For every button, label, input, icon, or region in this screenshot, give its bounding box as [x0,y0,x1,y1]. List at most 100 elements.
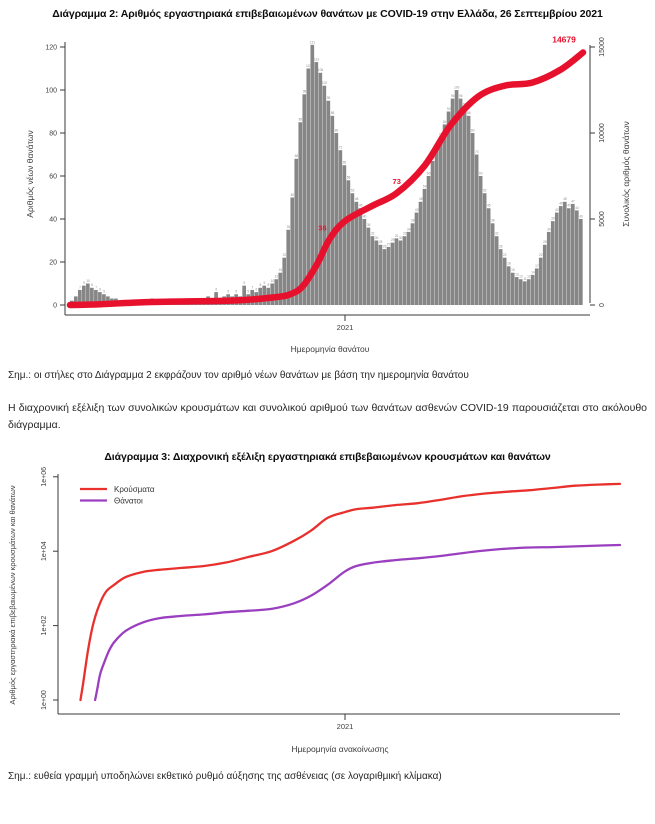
svg-text:30: 30 [375,236,379,240]
svg-text:121: 121 [310,40,316,44]
svg-text:45: 45 [359,204,363,208]
svg-text:120: 120 [45,45,57,52]
svg-text:12: 12 [275,275,279,279]
y-axis-left: 0 20 40 60 80 100 120 [45,45,65,310]
svg-text:47: 47 [571,199,575,203]
svg-text:12: 12 [519,275,523,279]
note-chart3: Σημ.: ευθεία γραμμή υποδηλώνει εκθετικό … [8,771,442,782]
cumulative-deaths-line [66,49,587,309]
svg-text:10000: 10000 [599,123,606,143]
svg-text:58: 58 [347,176,351,180]
svg-text:80: 80 [335,128,339,132]
svg-text:43: 43 [555,208,559,212]
svg-text:40: 40 [363,214,367,218]
svg-text:17: 17 [535,264,539,268]
svg-text:8: 8 [260,283,262,287]
svg-text:60: 60 [427,171,431,175]
svg-text:100: 100 [45,88,57,95]
svg-text:1e+04: 1e+04 [41,541,48,561]
svg-text:90: 90 [447,107,451,111]
x-axis-title: Ημερομηνία ανακοίνωσης [291,744,388,754]
svg-text:70: 70 [475,150,479,154]
svg-text:32: 32 [371,232,375,236]
svg-text:95: 95 [327,96,331,100]
x-axis: 2021 Ημερομηνία ανακοίνωσης [291,714,389,754]
svg-text:88: 88 [331,111,335,115]
svg-text:0: 0 [599,303,606,307]
cases-line [79,482,622,702]
svg-text:15: 15 [279,268,283,272]
chart2-title: Διάγραμμα 2: Αριθμός εργαστηριακά επιβεβ… [52,8,603,20]
svg-text:10: 10 [86,279,90,283]
svg-text:26: 26 [383,245,387,249]
svg-text:1e+06: 1e+06 [41,467,48,487]
svg-text:96: 96 [459,94,463,98]
svg-text:20: 20 [49,260,57,267]
svg-text:96: 96 [451,94,455,98]
svg-text:22: 22 [283,253,287,257]
svg-text:43: 43 [415,208,419,212]
svg-text:9: 9 [264,281,266,285]
svg-text:7: 7 [79,285,81,289]
svg-text:32: 32 [495,232,499,236]
chart-deaths-histogram: 0 20 40 60 80 100 120 Αριθμός νέων θανάτων 0 5000… [25,34,631,354]
svg-text:5000: 5000 [599,211,606,227]
svg-text:28: 28 [543,240,547,244]
x-axis: 2021 Ημερομηνία θανάτου [291,315,370,354]
chart-cumulative-log: 1e+00 1e+02 1e+04 1e+06 Αριθμός εργαστηριακά… [8,467,622,754]
svg-text:65: 65 [343,161,347,165]
body-paragraph: Η διαχρονική εξέλιξη των συνολικών κρουσ… [8,402,647,431]
total-deaths-annotation: 14679 [552,34,576,44]
svg-text:11: 11 [523,277,527,281]
svg-text:50: 50 [291,193,295,197]
note-chart2: Σημ.: οι στήλες στο Διάγραμμα 2 εκφράζου… [8,370,469,381]
svg-text:14: 14 [531,270,535,274]
svg-text:6: 6 [215,288,217,292]
svg-text:29: 29 [391,238,395,242]
y-axis: 1e+00 1e+02 1e+04 1e+06 [41,467,58,710]
milestone-annotation: 36 [318,224,326,233]
svg-text:30: 30 [399,236,403,240]
svg-text:8: 8 [91,283,93,287]
svg-text:54: 54 [423,184,427,188]
legend: Κρούσματα Θάνατοι [80,485,155,505]
svg-text:45: 45 [487,204,491,208]
svg-text:9: 9 [83,281,85,285]
svg-text:15000: 15000 [599,37,606,57]
x-axis-title: Ημερομηνία θανάτου [291,344,370,354]
svg-text:22: 22 [539,253,543,257]
svg-text:48: 48 [419,197,423,201]
legend-label: Κρούσματα [114,485,155,494]
svg-text:39: 39 [551,217,555,221]
y-axis-left-title: Αριθμός νέων θανάτων [25,130,35,217]
svg-text:40: 40 [49,217,57,224]
svg-text:48: 48 [355,197,359,201]
legend-label: Θάνατοι [114,496,143,505]
svg-text:38: 38 [411,219,415,223]
svg-text:7: 7 [95,285,97,289]
svg-text:80: 80 [471,128,475,132]
svg-text:102: 102 [322,81,328,85]
svg-text:10: 10 [271,279,275,283]
svg-text:28: 28 [379,240,383,244]
svg-text:34: 34 [407,227,411,231]
svg-text:48: 48 [563,197,567,201]
chart3-title: Διάγραμμα 3: Διαχρονική εξέλιξη εργαστηρ… [104,451,551,463]
svg-text:9: 9 [243,281,245,285]
svg-text:1e+00: 1e+00 [41,690,48,710]
svg-text:44: 44 [575,206,579,210]
svg-text:98: 98 [303,90,307,94]
svg-text:72: 72 [339,146,343,150]
svg-text:5: 5 [235,290,237,294]
svg-text:6: 6 [99,288,101,292]
svg-text:52: 52 [483,189,487,193]
svg-text:40: 40 [579,214,583,218]
svg-text:15: 15 [511,268,515,272]
milestone-annotation: 73 [393,177,401,186]
svg-text:2021: 2021 [337,722,354,731]
svg-text:34: 34 [547,227,551,231]
svg-text:22: 22 [503,253,507,257]
svg-text:7: 7 [252,285,254,289]
axes [64,42,591,316]
svg-text:27: 27 [387,242,391,246]
